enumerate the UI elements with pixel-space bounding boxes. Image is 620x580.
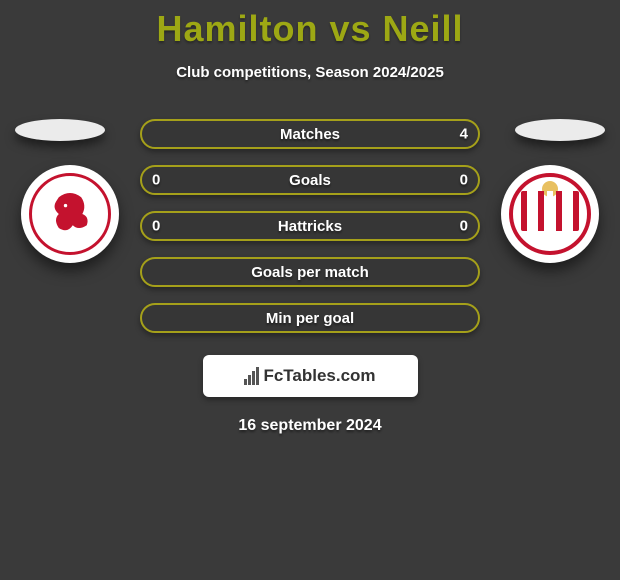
stat-value-left: 0 (152, 172, 160, 189)
club-crest-right (501, 165, 599, 263)
player-shadow-left (15, 119, 105, 141)
stat-row: Min per goal (140, 303, 480, 333)
club-crest-left (21, 165, 119, 263)
attribution-text: FcTables.com (263, 366, 375, 386)
comparison-panel: Matches 4 0 Goals 0 0 Hattricks 0 Goals per matc… (0, 119, 620, 435)
stat-value-right: 0 (460, 172, 468, 189)
stripes-icon (521, 191, 579, 231)
stat-value-left: 0 (152, 218, 160, 235)
attribution-badge: FcTables.com (203, 355, 418, 397)
lion-icon (32, 176, 108, 252)
subtitle: Club competitions, Season 2024/2025 (0, 64, 620, 81)
stat-label: Goals per match (251, 264, 369, 281)
stat-value-right: 4 (460, 126, 468, 143)
stat-row: 0 Hattricks 0 (140, 211, 480, 241)
stat-row: Goals per match (140, 257, 480, 287)
stat-rows: Matches 4 0 Goals 0 0 Hattricks 0 Goals per matc… (140, 119, 480, 333)
date-text: 16 september 2024 (0, 417, 620, 435)
player-shadow-right (515, 119, 605, 141)
stat-label: Min per goal (266, 310, 354, 327)
stat-label: Goals (289, 172, 331, 189)
stat-label: Matches (280, 126, 340, 143)
stat-value-right: 0 (460, 218, 468, 235)
stat-label: Hattricks (278, 218, 342, 235)
page-title: Hamilton vs Neill (0, 0, 620, 50)
bar-chart-icon (244, 367, 259, 385)
stat-row: Matches 4 (140, 119, 480, 149)
stat-row: 0 Goals 0 (140, 165, 480, 195)
